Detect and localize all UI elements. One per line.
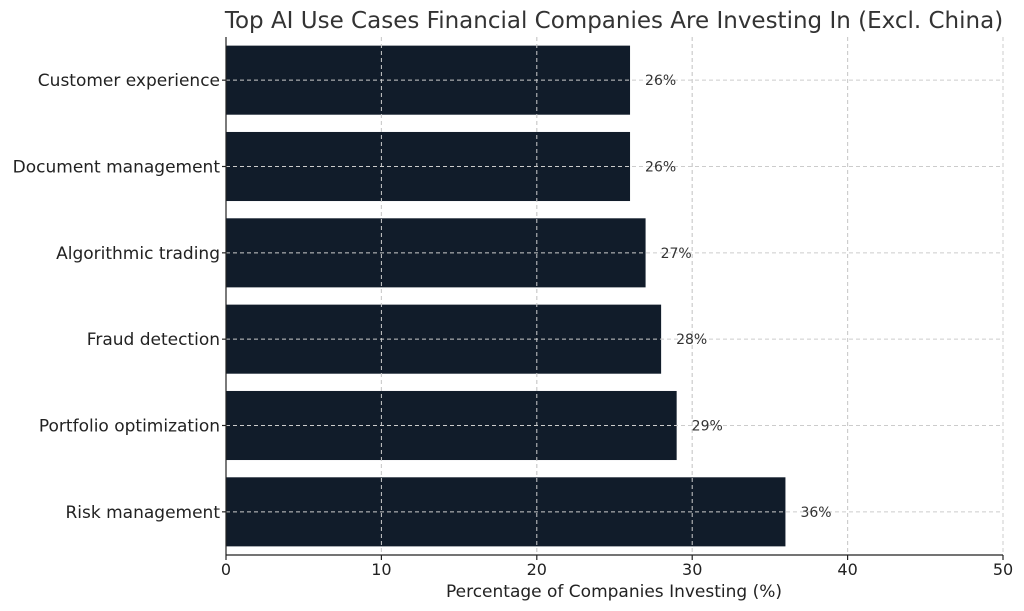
category-label: Document management bbox=[13, 158, 221, 178]
category-label: Portfolio optimization bbox=[39, 417, 220, 437]
data-label: 29% bbox=[692, 419, 723, 435]
data-label: 27% bbox=[661, 246, 692, 262]
chart-title: Top AI Use Cases Financial Companies Are… bbox=[224, 8, 1003, 34]
x-tick-label: 40 bbox=[837, 560, 857, 579]
data-label: 26% bbox=[645, 160, 676, 176]
category-label: Algorithmic trading bbox=[56, 244, 220, 264]
category-label: Fraud detection bbox=[87, 330, 220, 350]
data-label: 36% bbox=[800, 505, 831, 521]
x-tick-label: 50 bbox=[993, 560, 1013, 579]
bar bbox=[226, 218, 646, 288]
category-label: Risk management bbox=[65, 503, 220, 523]
x-axis-title: Percentage of Companies Investing (%) bbox=[446, 582, 782, 602]
labels: Customer experience 26% Document managemen… bbox=[13, 71, 1014, 579]
data-label: 28% bbox=[676, 332, 707, 348]
x-tick-label: 20 bbox=[527, 560, 547, 579]
category-label: Customer experience bbox=[38, 71, 220, 91]
bars bbox=[226, 37, 1004, 555]
axes bbox=[222, 37, 1004, 560]
x-tick-label: 0 bbox=[221, 560, 231, 579]
data-label: 26% bbox=[645, 73, 676, 89]
x-tick-label: 30 bbox=[682, 560, 702, 579]
bar bbox=[226, 477, 786, 547]
x-tick-label: 10 bbox=[371, 560, 391, 579]
